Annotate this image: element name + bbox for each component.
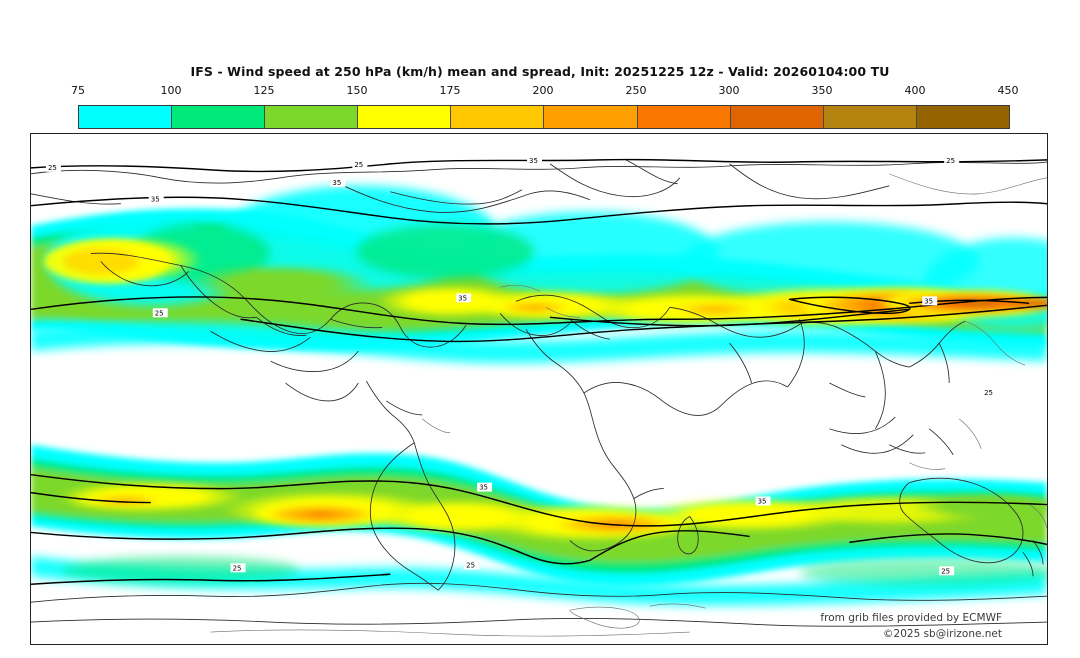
colorbar-band-400-450 [915,106,1009,128]
contour-label-35: 35 [151,196,160,204]
contour-label-25: 25 [984,389,993,397]
contour-labels: 25 35 25 35 25 35 25 35 35 35 35 25 25 2… [45,155,998,575]
colorbar-tick: 400 [904,84,926,97]
contour-label-35: 35 [332,179,341,187]
contour-label-25: 25 [466,561,475,569]
colorbar-tick: 450 [997,84,1019,97]
colorbar-bands [78,105,1010,129]
colorbar-tick-labels: 75 100 125 150 175 200 250 300 350 400 4… [71,84,1019,102]
contour-label-35: 35 [758,498,767,506]
weather-map[interactable]: 25 35 25 35 25 35 25 35 35 35 35 25 25 2… [30,133,1048,645]
contour-label-25: 25 [354,161,363,169]
colorbar-tick: 100 [160,84,182,97]
colorbar-tick: 300 [718,84,740,97]
spread-contours [31,158,1047,585]
colorbar: 75 100 125 150 175 200 250 300 350 400 4… [71,84,1019,129]
contour-label-35: 35 [529,157,538,165]
colorbar-tick: 75 [71,84,85,97]
colorbar-tick: 150 [346,84,368,97]
colorbar-band-175-200 [450,106,544,128]
coastlines [31,159,1047,637]
colorbar-band-300-350 [729,106,823,128]
wind-lobe-northwest [43,239,168,284]
copyright-notice: ©2025 sb@irizone.net [883,628,1002,640]
contour-label-35: 35 [479,484,488,492]
wind-field-north-pacific [45,185,1047,330]
colorbar-band-200-250 [543,106,637,128]
colorbar-band-75-100 [79,106,172,128]
colorbar-tick: 125 [253,84,275,97]
colorbar-tick: 350 [811,84,833,97]
contour-label-25: 25 [233,564,242,572]
colorbar-tick: 175 [439,84,461,97]
colorbar-band-250-300 [636,106,730,128]
contour-label-35: 35 [924,297,933,305]
page-title: IFS - Wind speed at 250 hPa (km/h) mean … [190,64,890,79]
contour-label-25: 25 [48,164,57,172]
contour-label-35: 35 [458,294,467,302]
wind-field-subtropics-n [31,321,1047,364]
colorbar-tick: 200 [532,84,554,97]
colorbar-tick: 250 [625,84,647,97]
contour-label-25: 25 [946,157,955,165]
colorbar-band-125-150 [264,106,358,128]
colorbar-band-150-175 [357,106,451,128]
wind-field-high-south [31,556,1047,606]
map-canvas: 25 35 25 35 25 35 25 35 35 35 35 25 25 2… [31,134,1047,644]
colorbar-band-350-400 [822,106,916,128]
contour-label-25: 25 [155,309,164,317]
contour-label-25: 25 [941,567,950,575]
data-source-credit: from grib files provided by ECMWF [820,612,1002,624]
colorbar-band-100-125 [171,106,265,128]
